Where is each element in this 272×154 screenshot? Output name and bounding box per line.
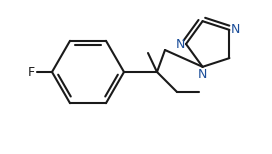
Text: N: N (198, 68, 207, 81)
Text: N: N (230, 23, 240, 36)
Text: F: F (28, 65, 35, 79)
Text: N: N (176, 38, 185, 51)
